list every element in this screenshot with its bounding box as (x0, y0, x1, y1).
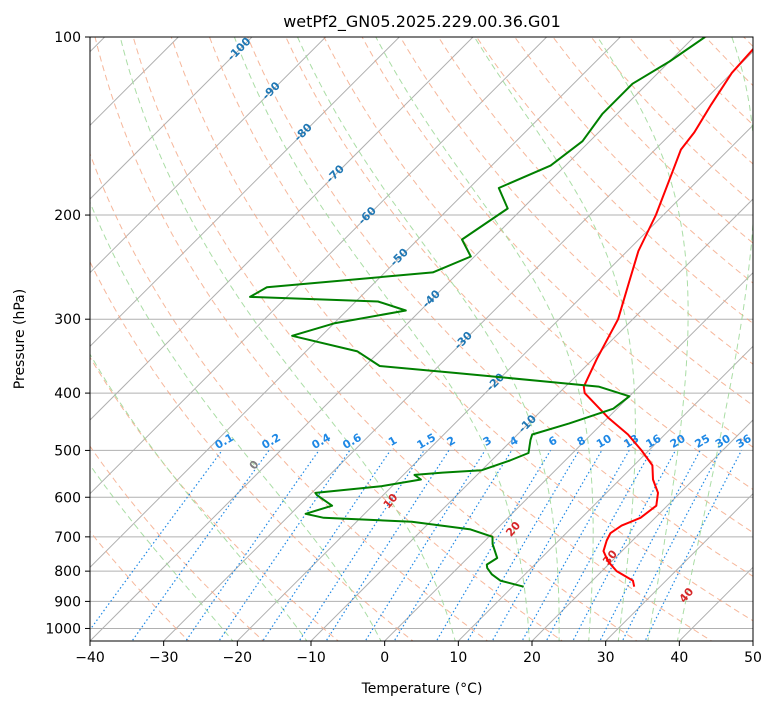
moist-adiabat-line (233, 37, 530, 641)
moist-adiabat-line (676, 37, 753, 641)
dry-adiabat-line (208, 37, 753, 622)
moist-adiabat-line (90, 464, 234, 641)
x-tick-label: −10 (296, 650, 326, 666)
mixing-ratio-line (599, 450, 701, 641)
dry-adiabat-line (90, 152, 489, 641)
sounding-profiles (249, 37, 753, 588)
mixing-ratio-line (262, 450, 391, 641)
x-tick-label: 30 (597, 650, 615, 666)
plot-area: -100-90-80-70-60-50-40-30-20-10 0.1 0.2 0.… (90, 37, 754, 641)
dry-adiabat-line (132, 37, 638, 641)
x-tick-label: 40 (670, 650, 688, 666)
mixing-ratio-line (364, 450, 486, 641)
y-tick-label: 200 (54, 208, 81, 224)
moist-adiabat-line (297, 37, 560, 641)
mixing-ratio-line (435, 450, 552, 641)
moist-adiabat-line (375, 37, 594, 641)
mixing-ratio-line (621, 450, 722, 641)
isotherm-line (236, 124, 753, 641)
x-tick-label: −20 (223, 650, 253, 666)
y-tick-label: 100 (54, 30, 81, 46)
isotherm-line (90, 37, 327, 274)
mixing-ratio-line (393, 450, 513, 641)
isotherm-line (90, 37, 548, 495)
mixing-ratio-lines (90, 450, 743, 641)
dry-adiabat-line (90, 356, 340, 641)
temperature-profile-line (582, 47, 753, 587)
moist-adiabat-line (90, 353, 308, 641)
y-tick-label: 500 (54, 443, 81, 459)
y-tick-label: 400 (54, 386, 81, 402)
x-axis-label: Temperature (°C) (361, 681, 483, 697)
dry-adiabats (90, 37, 753, 641)
isotherm-line (90, 37, 253, 200)
isotherm-line (162, 50, 753, 641)
isotherm-line (531, 419, 753, 641)
x-tick-label: 0 (380, 650, 389, 666)
y-tick-label: 600 (54, 490, 81, 506)
y-axis-ticks: 1000 900 800 700 600 500 400 300 200 100 (45, 30, 90, 637)
x-tick-label: 20 (523, 650, 541, 666)
isotherm-line (90, 37, 401, 348)
moist-adiabat-line (90, 201, 382, 641)
mixing-ratio-line (131, 450, 270, 641)
dry-adiabat-line (514, 37, 753, 284)
moist-adiabat-line (119, 37, 456, 641)
dewpoint-profile-line (249, 37, 706, 588)
y-tick-label: 800 (54, 564, 81, 580)
mixing-ratio-line (572, 450, 677, 641)
moist-adiabats (90, 37, 753, 641)
x-tick-label: 50 (744, 650, 762, 666)
moist-adiabat-line (597, 37, 689, 641)
x-tick-label: −40 (75, 650, 105, 666)
plot-frame (89, 36, 754, 642)
pressure-gridlines (90, 37, 753, 629)
mixing-ratio-line (185, 450, 320, 641)
chart-title: wetPf2_GN05.2025.229.00.36.G01 (283, 12, 561, 32)
isotherm-line (90, 37, 474, 421)
y-axis-label: Pressure (hPa) (12, 289, 28, 389)
isotherm-line (90, 37, 180, 127)
mixing-ratio-line (90, 450, 223, 631)
mixing-ratio-line (218, 450, 351, 641)
mixing-ratio-line (466, 450, 580, 641)
y-tick-label: 1000 (45, 621, 81, 637)
moist-adiabat-line (473, 37, 636, 641)
isotherm-line (457, 345, 753, 641)
dry-adiabat-line (90, 260, 414, 641)
mixing-ratio-line (545, 450, 652, 641)
isotherm-line (90, 37, 622, 569)
dry-adiabat-line (90, 445, 265, 641)
isotherm-line (604, 492, 753, 641)
mixing-ratio-line (325, 450, 450, 641)
y-tick-label: 300 (54, 312, 81, 328)
dry-adiabat-line (94, 37, 564, 641)
x-tick-label: 10 (449, 650, 467, 666)
mixing-ratio-label: 36 (734, 432, 754, 451)
y-tick-label: 700 (54, 530, 81, 546)
mixing-ratio-line (298, 450, 425, 641)
skewed-isotherms (90, 37, 753, 641)
y-tick-label: 900 (54, 594, 81, 610)
x-axis-ticks: −40 −30 −20 −10 0 10 20 30 40 50 (75, 641, 762, 666)
x-tick-label: −30 (149, 650, 179, 666)
isotherm-line (383, 271, 753, 641)
isotherm-line (90, 37, 695, 641)
isotherm-line (310, 198, 753, 641)
